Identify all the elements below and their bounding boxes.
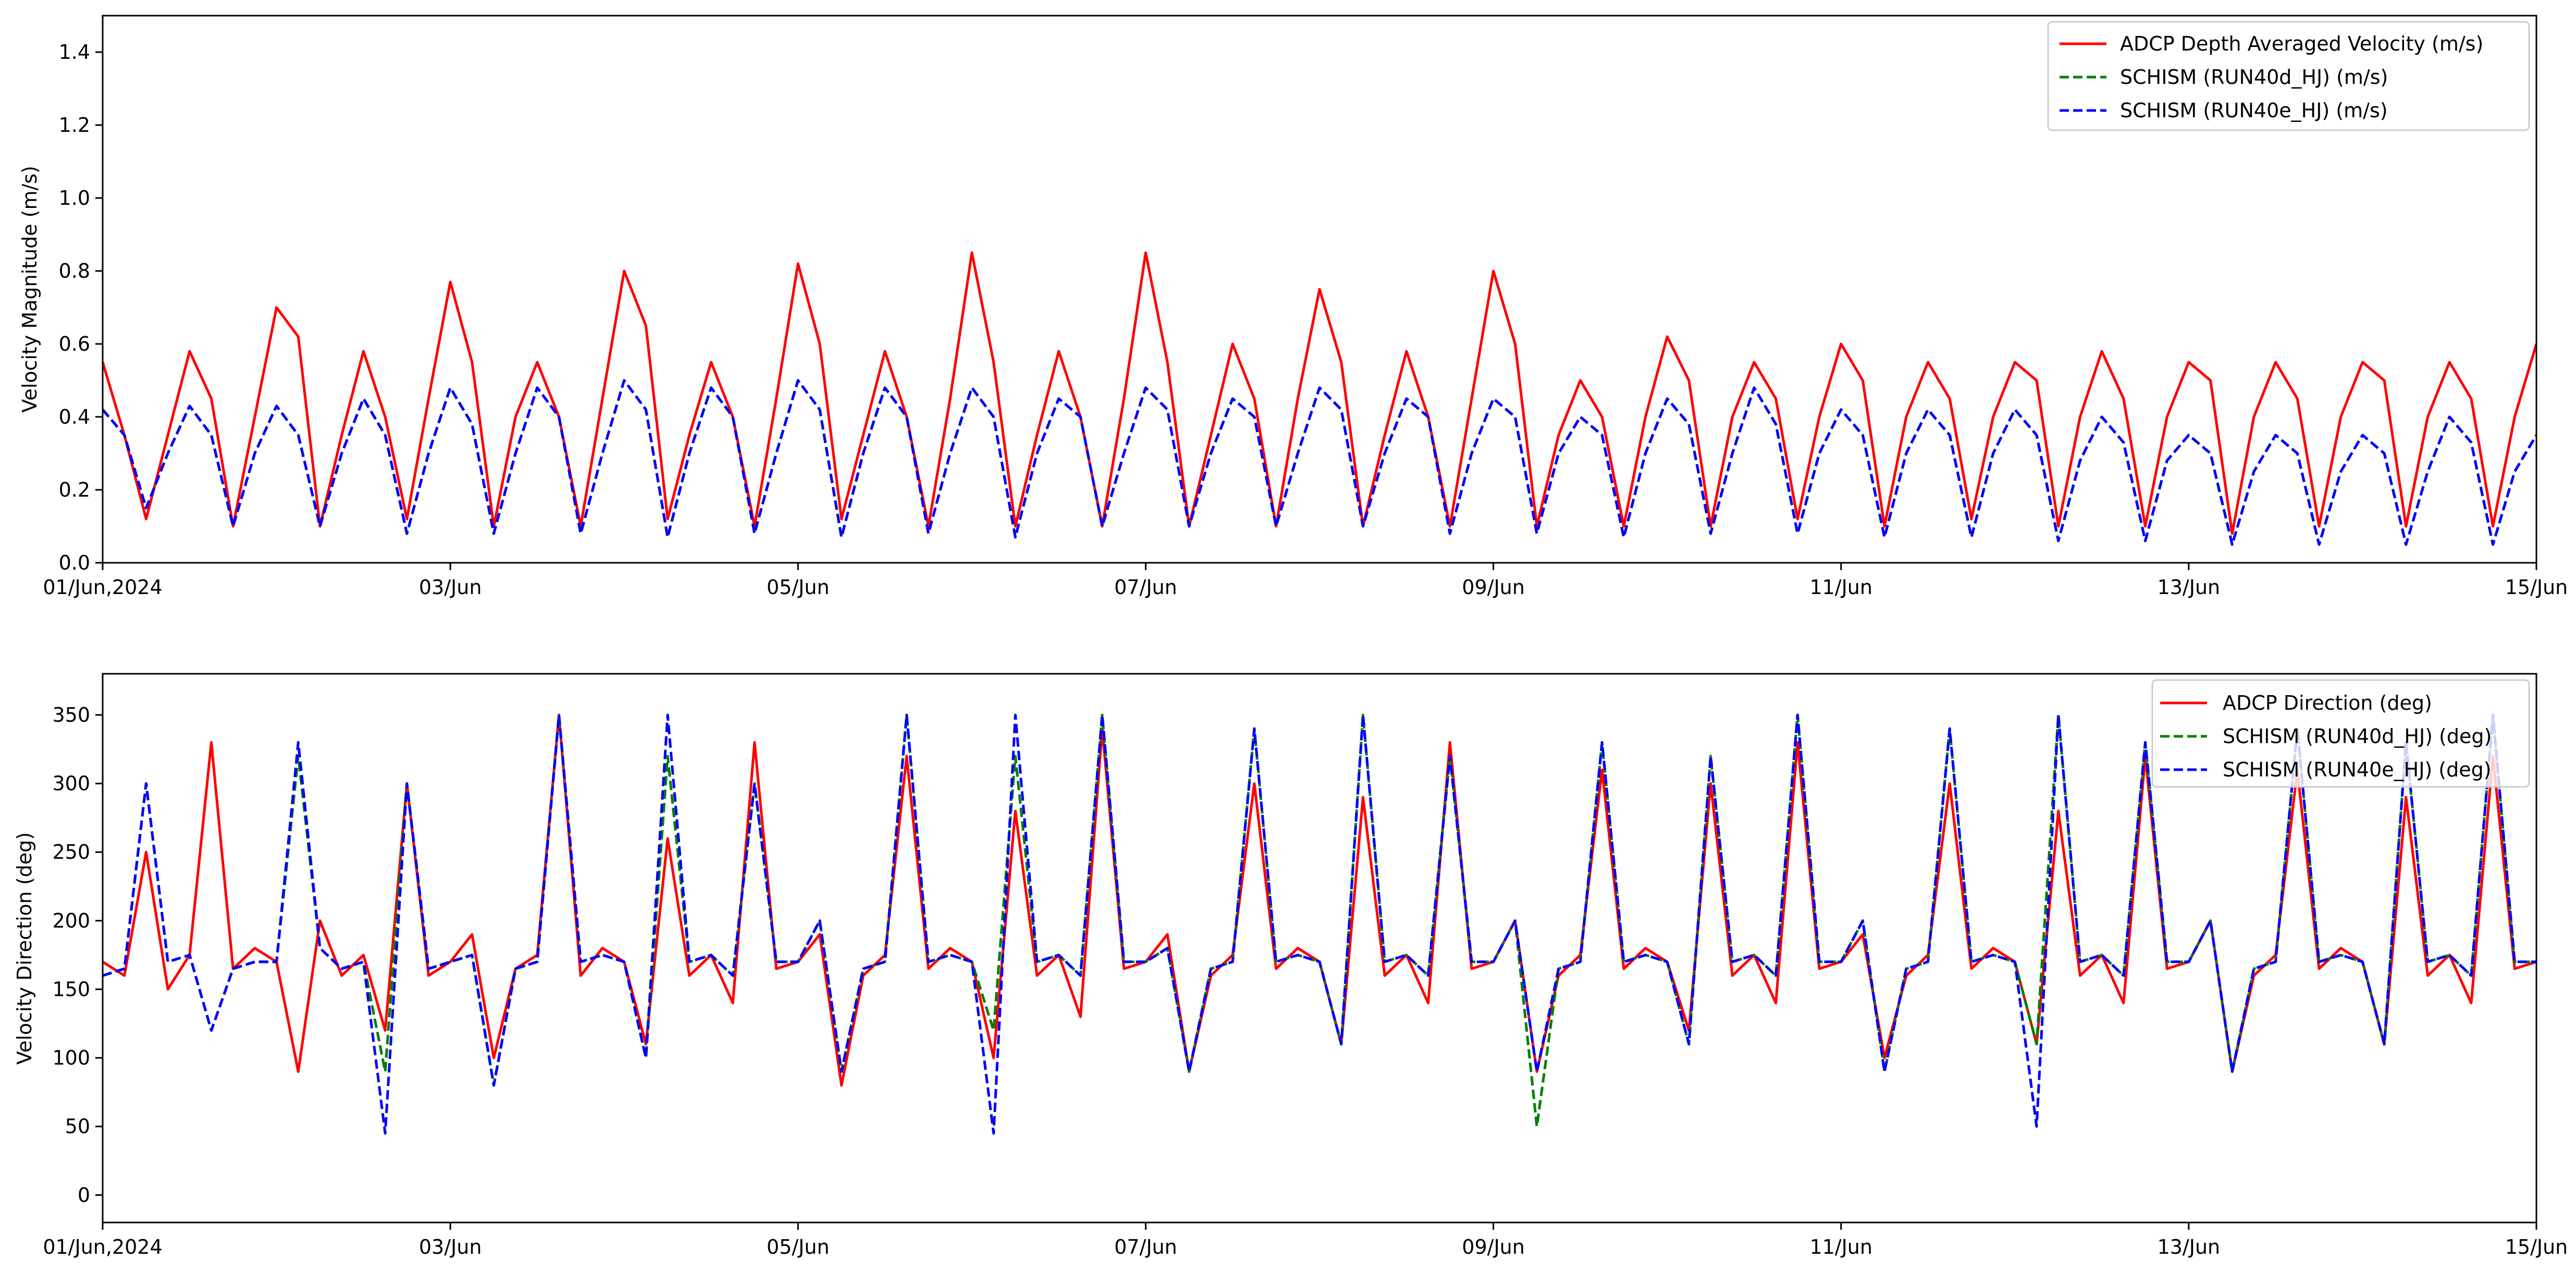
top-y-tick-label: 1.4 <box>59 41 90 64</box>
top-legend-label-adcp: ADCP Depth Averaged Velocity (m/s) <box>2120 32 2483 55</box>
bottom-y-axis: 0 50 100 150 200 250 300 350 <box>52 703 103 1206</box>
top-legend-label-run40d: SCHISM (RUN40d_HJ) (m/s) <box>2120 66 2388 89</box>
bottom-y-axis-label: Velocity Direction (deg) <box>13 832 36 1065</box>
bottom-x-axis: 01/Jun,2024 03/Jun 05/Jun 07/Jun 09/Jun 11/Ju… <box>43 1222 2568 1258</box>
bottom-x-tick-label: 11/Jun <box>1809 1236 1872 1258</box>
bottom-x-tick-label: 05/Jun <box>767 1236 830 1258</box>
top-legend-label-run40e: SCHISM (RUN40e_HJ) (m/s) <box>2120 99 2388 122</box>
bottom-plot-area <box>103 674 2536 1222</box>
top-y-tick-label: 0.6 <box>59 332 90 355</box>
bottom-x-tick-label: 09/Jun <box>1462 1236 1525 1258</box>
top-y-axis-label: Velocity Magnitude (m/s) <box>18 166 41 413</box>
bottom-x-tick-label: 13/Jun <box>2158 1236 2221 1258</box>
top-x-tick-label: 05/Jun <box>767 576 830 599</box>
top-legend-box <box>2047 21 2530 131</box>
bottom-y-tick-label: 50 <box>65 1115 90 1138</box>
bottom-legend-label-run40e: SCHISM (RUN40e_HJ) (deg) <box>2223 758 2492 781</box>
top-y-tick-label: 0.4 <box>59 405 90 428</box>
bottom-series-line-2 <box>103 713 2536 1135</box>
top-x-tick-label: 09/Jun <box>1462 576 1525 599</box>
top-x-tick-label: 01/Jun,2024 <box>43 576 162 599</box>
top-y-tick-label: 0.0 <box>59 551 90 574</box>
top-legend: ADCP Depth Averaged Velocity (m/s) SCHIS… <box>2047 21 2530 131</box>
top-series-line-0 <box>103 251 2536 535</box>
bottom-x-tick-label: 03/Jun <box>419 1236 482 1258</box>
bottom-x-tick-label: 01/Jun,2024 <box>43 1236 162 1258</box>
top-y-tick-label: 0.8 <box>59 260 90 282</box>
velocity-magnitude-panel: 0.0 0.2 0.4 0.6 0.8 1.0 1.2 1.4 01/Jun,2024 03/J… <box>18 15 2568 599</box>
top-plot-frame <box>102 15 2537 564</box>
bottom-legend-label-adcp: ADCP Direction (deg) <box>2223 691 2432 714</box>
bottom-legend-label-run40d: SCHISM (RUN40d_HJ) (deg) <box>2223 725 2492 748</box>
top-y-tick-label: 1.0 <box>59 187 90 209</box>
top-series-group <box>103 251 2536 546</box>
top-x-axis: 01/Jun,2024 03/Jun 05/Jun 07/Jun 09/Jun 11/Ju… <box>43 563 2568 599</box>
bottom-legend-box <box>2151 679 2530 788</box>
bottom-y-tick-label: 100 <box>52 1046 90 1069</box>
top-x-tick-label: 03/Jun <box>419 576 482 599</box>
top-y-tick-label: 0.2 <box>59 478 90 501</box>
bottom-legend: ADCP Direction (deg) SCHISM (RUN40d_HJ) … <box>2151 679 2530 788</box>
top-x-tick-label: 11/Jun <box>1809 576 1872 599</box>
top-series-line-2 <box>103 379 2536 546</box>
top-x-tick-label: 13/Jun <box>2158 576 2221 599</box>
top-y-tick-label: 1.2 <box>59 114 90 137</box>
bottom-y-tick-label: 250 <box>52 841 90 863</box>
top-x-tick-label: 15/Jun <box>2505 576 2568 599</box>
bottom-x-tick-label: 15/Jun <box>2505 1236 2568 1258</box>
bottom-y-tick-label: 200 <box>52 909 90 932</box>
bottom-x-tick-label: 07/Jun <box>1114 1236 1177 1258</box>
bottom-plot-frame <box>102 673 2537 1224</box>
bottom-y-tick-label: 350 <box>52 703 90 726</box>
bottom-y-tick-label: 150 <box>52 978 90 1001</box>
top-x-tick-label: 07/Jun <box>1114 576 1177 599</box>
bottom-y-tick-label: 0 <box>78 1183 90 1206</box>
bottom-series-group <box>103 713 2536 1135</box>
top-y-axis: 0.0 0.2 0.4 0.6 0.8 1.0 1.2 1.4 <box>59 41 103 574</box>
bottom-y-tick-label: 300 <box>52 772 90 795</box>
